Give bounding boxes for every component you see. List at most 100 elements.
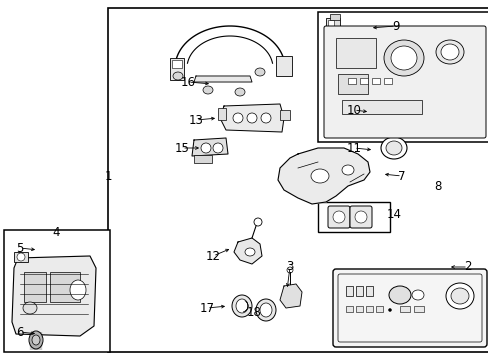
Bar xyxy=(194,155,212,163)
Bar xyxy=(369,104,381,122)
Ellipse shape xyxy=(32,335,40,345)
Bar xyxy=(335,38,375,68)
Bar xyxy=(317,12,488,142)
Circle shape xyxy=(201,143,210,153)
Bar xyxy=(365,286,372,296)
Ellipse shape xyxy=(231,295,251,317)
Ellipse shape xyxy=(235,88,244,96)
Bar xyxy=(375,306,382,312)
Ellipse shape xyxy=(254,68,264,76)
Bar xyxy=(371,78,379,84)
Text: 5: 5 xyxy=(16,242,23,255)
Ellipse shape xyxy=(310,169,328,183)
Bar xyxy=(275,56,291,76)
Ellipse shape xyxy=(390,46,416,70)
Bar xyxy=(337,74,367,94)
Ellipse shape xyxy=(236,299,247,313)
Ellipse shape xyxy=(253,218,262,226)
FancyBboxPatch shape xyxy=(332,269,486,347)
FancyBboxPatch shape xyxy=(324,26,485,138)
Circle shape xyxy=(261,113,270,123)
Polygon shape xyxy=(234,238,262,264)
Text: 12: 12 xyxy=(205,249,220,262)
Text: 4: 4 xyxy=(52,226,60,239)
Ellipse shape xyxy=(173,72,183,80)
Ellipse shape xyxy=(244,248,254,256)
FancyBboxPatch shape xyxy=(349,206,371,228)
Circle shape xyxy=(17,253,25,261)
Ellipse shape xyxy=(388,286,410,304)
Circle shape xyxy=(246,113,257,123)
Ellipse shape xyxy=(445,283,473,309)
Text: 7: 7 xyxy=(397,170,405,183)
Ellipse shape xyxy=(341,165,353,175)
Ellipse shape xyxy=(440,44,458,60)
Polygon shape xyxy=(12,256,96,336)
Circle shape xyxy=(387,309,391,311)
Text: 13: 13 xyxy=(188,113,203,126)
Text: 17: 17 xyxy=(199,302,214,315)
Bar xyxy=(50,272,80,302)
Ellipse shape xyxy=(286,267,292,273)
Bar xyxy=(317,202,389,232)
Bar xyxy=(329,14,339,20)
Circle shape xyxy=(354,211,366,223)
Bar xyxy=(218,108,225,120)
Polygon shape xyxy=(278,148,369,204)
Bar xyxy=(170,58,183,80)
Text: 14: 14 xyxy=(386,207,401,220)
Bar xyxy=(14,252,28,262)
Bar xyxy=(359,78,367,84)
Bar xyxy=(341,100,421,114)
Bar xyxy=(172,60,182,68)
Ellipse shape xyxy=(70,280,86,300)
Circle shape xyxy=(332,211,345,223)
Polygon shape xyxy=(280,284,302,308)
Bar xyxy=(4,230,110,352)
Bar xyxy=(355,286,362,296)
Bar xyxy=(327,20,333,26)
Text: 16: 16 xyxy=(180,76,195,89)
Bar xyxy=(24,272,46,302)
FancyBboxPatch shape xyxy=(327,206,349,228)
Circle shape xyxy=(232,113,243,123)
Ellipse shape xyxy=(380,137,406,159)
Ellipse shape xyxy=(260,303,271,317)
Bar xyxy=(280,110,289,120)
Text: 3: 3 xyxy=(286,261,293,274)
Ellipse shape xyxy=(411,290,423,300)
Text: 6: 6 xyxy=(16,325,24,338)
Bar xyxy=(108,8,488,352)
Bar xyxy=(346,306,352,312)
Text: 2: 2 xyxy=(463,261,471,274)
Ellipse shape xyxy=(29,331,43,349)
Polygon shape xyxy=(373,116,385,128)
Polygon shape xyxy=(194,76,251,82)
Bar xyxy=(365,306,372,312)
Bar xyxy=(383,78,391,84)
Bar xyxy=(355,306,362,312)
Ellipse shape xyxy=(385,141,401,155)
Bar xyxy=(325,18,339,28)
Ellipse shape xyxy=(23,302,37,314)
Text: 8: 8 xyxy=(433,180,441,193)
Ellipse shape xyxy=(450,288,468,304)
Bar xyxy=(399,306,409,312)
Ellipse shape xyxy=(383,40,423,76)
Ellipse shape xyxy=(203,86,213,94)
Text: 18: 18 xyxy=(246,306,261,319)
Bar xyxy=(413,306,423,312)
Bar xyxy=(347,78,355,84)
Text: 11: 11 xyxy=(346,141,361,154)
Text: 1: 1 xyxy=(104,170,112,183)
Polygon shape xyxy=(220,104,284,132)
Ellipse shape xyxy=(256,299,275,321)
Bar xyxy=(381,108,389,118)
Text: 10: 10 xyxy=(346,104,361,117)
Polygon shape xyxy=(192,138,227,156)
Text: 9: 9 xyxy=(391,19,399,32)
Circle shape xyxy=(213,143,223,153)
Bar xyxy=(346,286,352,296)
Ellipse shape xyxy=(435,40,463,64)
Text: 15: 15 xyxy=(174,141,189,154)
